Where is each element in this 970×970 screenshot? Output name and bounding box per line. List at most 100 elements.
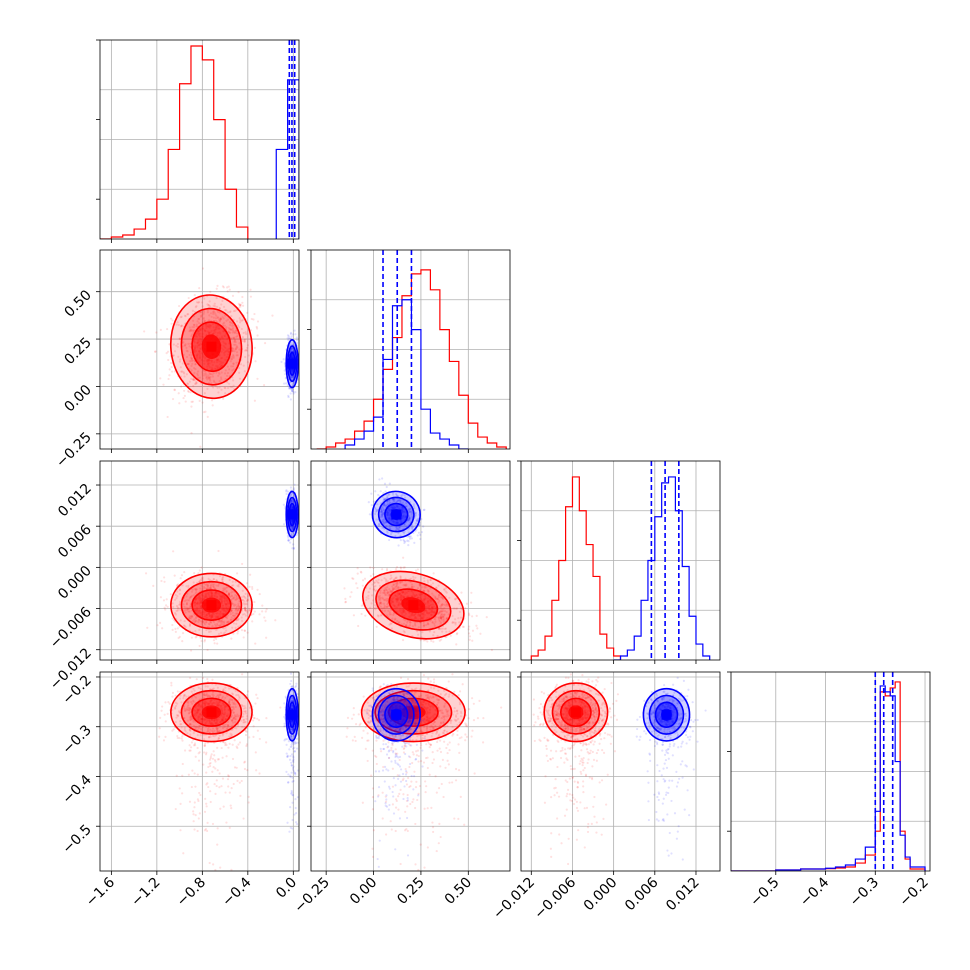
- sample-point: [283, 382, 286, 385]
- sample-point: [169, 593, 172, 596]
- sample-point: [442, 615, 445, 619]
- sample-point: [292, 543, 295, 546]
- sample-point: [237, 302, 240, 305]
- sample-point: [402, 618, 405, 621]
- sample-point: [403, 541, 406, 545]
- sample-point: [423, 585, 426, 588]
- contour-line: [180, 580, 243, 630]
- sample-point: [440, 610, 443, 613]
- sample-point: [407, 531, 410, 534]
- sample-point: [179, 600, 182, 604]
- sample-point: [189, 605, 192, 608]
- sample-point: [397, 527, 400, 531]
- sample-point: [189, 733, 192, 736]
- sample-point: [232, 721, 235, 724]
- sample-point: [167, 377, 170, 381]
- panel-frame: [520, 460, 721, 661]
- sample-point: [215, 371, 218, 374]
- sample-point: [205, 376, 208, 380]
- sample-point: [227, 593, 231, 596]
- sample-point: [382, 597, 385, 600]
- sample-point: [407, 517, 411, 520]
- sample-point: [421, 586, 424, 589]
- sample-point: [518, 645, 520, 647]
- sample-point: [168, 368, 171, 371]
- sample-point: [242, 636, 245, 639]
- sample-point: [445, 586, 448, 590]
- sample-point: [173, 598, 177, 602]
- sample-point: [243, 629, 246, 632]
- sample-point: [389, 591, 392, 594]
- sample-point: [211, 624, 214, 628]
- sample-point: [238, 342, 241, 345]
- sample-point: [406, 539, 409, 542]
- sample-point: [243, 603, 246, 606]
- sample-point: [189, 328, 192, 332]
- sample-point: [235, 335, 238, 338]
- contour-line: [286, 345, 298, 383]
- sample-point: [471, 639, 474, 642]
- sample-point: [256, 334, 259, 337]
- sample-point: [241, 336, 244, 339]
- sample-point: [218, 307, 221, 310]
- sample-point: [194, 382, 198, 385]
- sample-point: [263, 616, 266, 619]
- sample-point: [445, 591, 448, 594]
- sample-point: [232, 384, 235, 387]
- panel-2-1: [307, 460, 520, 664]
- sample-point: [221, 726, 225, 730]
- sample-point: [245, 743, 249, 746]
- sample-point: [196, 372, 199, 375]
- panel-frame: [310, 249, 511, 450]
- sample-point: [391, 498, 395, 501]
- sample-point: [184, 343, 187, 346]
- sample-point: [409, 507, 412, 510]
- sample-point: [237, 699, 240, 702]
- sample-point: [183, 707, 186, 710]
- sample-point: [379, 596, 382, 600]
- sample-point: [160, 709, 163, 712]
- sample-point: [388, 613, 391, 616]
- sample-point: [214, 624, 218, 628]
- sample-point: [194, 362, 197, 366]
- sample-point: [208, 861, 211, 865]
- sample-point: [392, 500, 395, 503]
- sample-point: [208, 623, 211, 626]
- sample-point: [183, 344, 186, 347]
- sample-point: [206, 378, 209, 381]
- sample-point: [213, 583, 216, 586]
- sample-point: [375, 510, 379, 513]
- sample-point: [192, 329, 195, 332]
- sample-point: [391, 498, 394, 501]
- sample-point: [265, 608, 268, 611]
- sample-point: [223, 620, 226, 623]
- sample-point: [390, 627, 394, 630]
- sample-point: [165, 352, 168, 355]
- sample-point: [445, 604, 448, 607]
- sample-point: [234, 689, 237, 692]
- sample-point: [190, 617, 193, 620]
- sample-point: [410, 585, 414, 589]
- sample-point: [403, 566, 406, 569]
- sample-point: [422, 589, 425, 592]
- sample-point: [198, 580, 201, 583]
- grid: [311, 250, 510, 449]
- sample-point: [194, 755, 197, 758]
- sample-point: [386, 586, 389, 589]
- sample-point: [234, 347, 237, 351]
- sample-point: [185, 355, 189, 359]
- sample-point: [185, 595, 188, 598]
- sample-point: [211, 404, 214, 407]
- sample-point: [232, 717, 235, 721]
- sample-point: [233, 339, 236, 342]
- sample-point: [204, 741, 207, 744]
- sample-point: [214, 868, 217, 871]
- sample-point: [396, 619, 399, 623]
- sample-point: [188, 330, 191, 333]
- sample-point: [381, 513, 384, 516]
- sample-point: [289, 541, 292, 544]
- sample-point: [374, 589, 377, 593]
- sample-point: [230, 616, 233, 619]
- sample-point: [208, 305, 212, 308]
- sample-point: [208, 372, 211, 376]
